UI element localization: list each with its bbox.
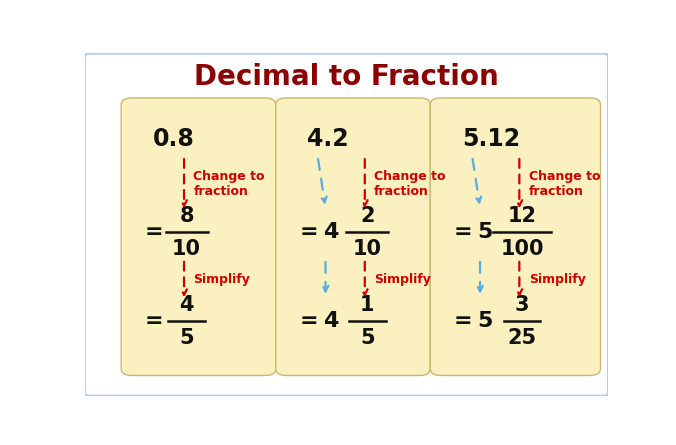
Text: =: = [454,222,473,242]
Text: 12: 12 [508,206,537,226]
Text: =: = [145,222,164,242]
Text: =: = [454,311,473,331]
FancyBboxPatch shape [276,98,430,376]
Text: 5: 5 [360,328,375,348]
Text: 8: 8 [179,206,194,226]
FancyBboxPatch shape [430,98,600,376]
Text: 100: 100 [500,239,544,259]
Text: 10: 10 [353,239,382,259]
Text: Simplify: Simplify [375,273,431,286]
Text: 5.12: 5.12 [462,127,520,151]
Text: 0.8: 0.8 [153,127,195,151]
Text: Change to
fraction: Change to fraction [529,170,600,198]
Text: 5: 5 [179,328,194,348]
Text: 4: 4 [179,295,194,315]
Text: 3: 3 [514,295,529,315]
Text: 4.2: 4.2 [307,127,349,151]
Text: =: = [145,311,164,331]
Text: 5: 5 [478,311,493,331]
Text: =: = [299,311,318,331]
Text: 5: 5 [478,222,493,242]
Text: =: = [299,222,318,242]
Text: 25: 25 [508,328,537,348]
Text: 1: 1 [360,295,375,315]
Text: Change to
fraction: Change to fraction [193,170,265,198]
Text: 10: 10 [172,239,201,259]
FancyBboxPatch shape [121,98,276,376]
Text: 4: 4 [323,311,339,331]
Text: 2: 2 [360,206,375,226]
Text: Change to
fraction: Change to fraction [375,170,445,198]
Text: 4: 4 [323,222,339,242]
Text: Simplify: Simplify [193,273,250,286]
Text: Decimal to Fraction: Decimal to Fraction [194,63,499,91]
Text: Simplify: Simplify [529,273,585,286]
